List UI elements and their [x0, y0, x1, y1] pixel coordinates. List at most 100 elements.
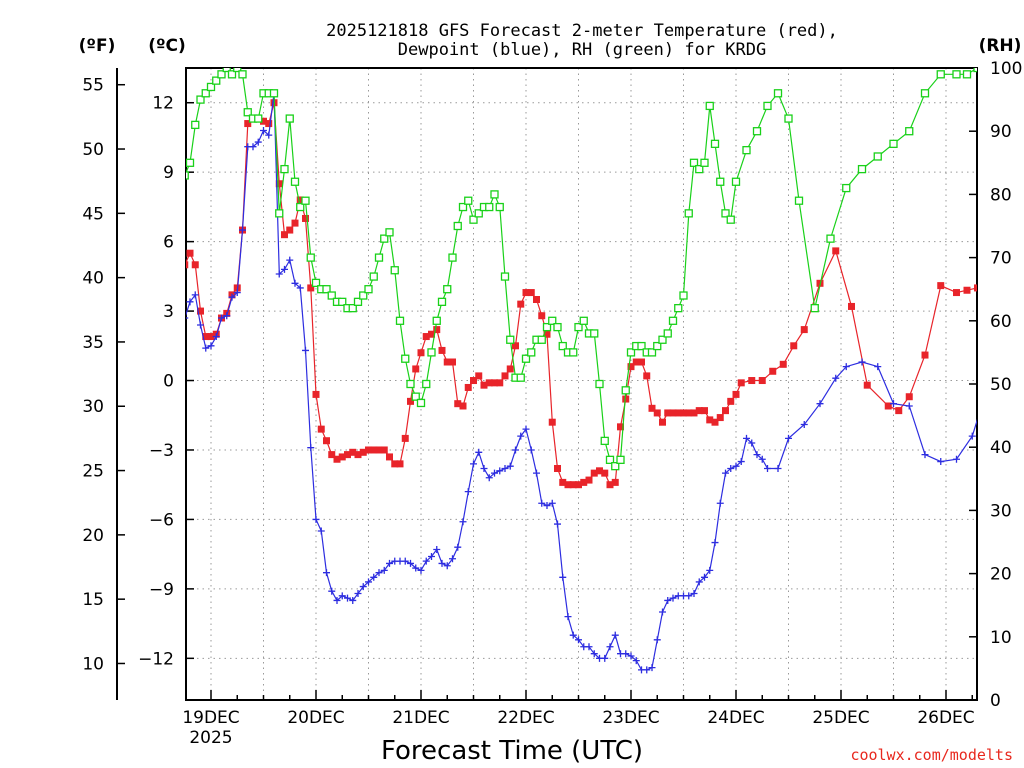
temperature-point	[517, 300, 525, 308]
celsius-unit-label: (ºC)	[148, 36, 186, 56]
dewpoint-point	[743, 434, 750, 442]
rh-point	[411, 392, 420, 401]
temperature-point	[286, 226, 294, 234]
dewpoint-point	[953, 455, 960, 463]
temperature-point	[506, 365, 514, 373]
rh-point	[186, 158, 195, 167]
rh-point	[406, 379, 415, 389]
x-tick-sublabel: 2025	[189, 728, 232, 748]
rh-point	[742, 146, 751, 155]
rh-point	[275, 209, 284, 218]
rh-tick-label: 0	[990, 691, 1001, 711]
fahrenheit-tick-label: 35	[82, 333, 104, 353]
dewpoint-point	[890, 400, 897, 408]
dewpoint-point	[191, 291, 199, 299]
dewpoint-point	[785, 434, 792, 442]
dewpoint-point	[816, 400, 824, 408]
rh-point	[469, 215, 478, 224]
temperature-line	[186, 102, 977, 486]
temperature-point	[695, 407, 703, 415]
rh-point	[427, 348, 436, 357]
fahrenheit-tick-label: 50	[82, 140, 104, 160]
dewpoint-point	[606, 643, 614, 651]
credit-link[interactable]: coolwx.com/modelts	[850, 746, 1013, 764]
rh-point	[595, 379, 604, 389]
x-tick-label: 24DEC	[707, 708, 764, 728]
rh-point	[537, 335, 546, 344]
temperature-point	[464, 383, 472, 391]
dewpoint-point	[858, 358, 866, 366]
dewpoint-point	[401, 557, 409, 565]
dewpoint-point	[338, 592, 346, 600]
rh-point	[810, 304, 819, 313]
rh-point	[889, 139, 898, 148]
rh-point	[443, 285, 452, 294]
dewpoint-point	[281, 265, 288, 273]
temperature-point	[564, 481, 572, 489]
temperature-point	[296, 196, 304, 204]
dewpoint-point	[223, 312, 231, 320]
dewpoint-point	[380, 566, 388, 574]
dewpoint-point	[307, 444, 315, 452]
temperature-point	[680, 409, 687, 417]
temperature-point	[365, 446, 372, 454]
temperature-point	[596, 467, 603, 475]
x-tick-label: 25DEC	[812, 708, 869, 728]
temperature-point	[690, 409, 698, 417]
series-rh	[186, 68, 977, 471]
temperature-point	[354, 451, 362, 459]
dewpoint-point	[800, 421, 808, 429]
temperature-point	[496, 379, 504, 387]
rh-point	[311, 278, 321, 288]
fahrenheit-tick-label: 45	[82, 204, 104, 224]
dewpoint-point	[485, 474, 493, 482]
rh-point	[359, 291, 368, 300]
dewpoint-point	[207, 342, 215, 350]
rh-point	[322, 285, 331, 294]
dewpoint-point	[753, 451, 761, 459]
fahrenheit-tick-label: 15	[82, 590, 104, 610]
temperature-point	[622, 395, 630, 403]
dewpoint-point	[454, 543, 462, 551]
temperature-point	[643, 372, 651, 380]
dewpoint-point	[449, 555, 456, 563]
temperature-point	[548, 418, 556, 426]
rh-point	[238, 70, 247, 79]
dewpoint-point	[365, 578, 372, 586]
rh-point	[695, 164, 704, 174]
rh-point	[290, 177, 300, 186]
temperature-point	[412, 365, 420, 373]
rh-point	[243, 108, 252, 117]
dewpoint-point	[312, 515, 320, 523]
rh-point	[579, 316, 588, 325]
temperature-point	[575, 481, 582, 489]
dewpoint-point	[375, 569, 383, 577]
rh-point	[212, 76, 221, 85]
series-lines	[186, 68, 1007, 674]
dewpoint-point	[1000, 291, 1007, 298]
dewpoint-point	[506, 462, 514, 470]
chart-title-line2: Dewpoint (blue), RH (green) for KRDG	[398, 40, 766, 60]
rh-point	[254, 114, 263, 123]
temperature-point	[417, 349, 425, 357]
temperature-point	[197, 307, 204, 315]
rh-tick-label: 40	[990, 438, 1012, 458]
temperature-point	[601, 469, 609, 477]
dewpoint-point	[317, 527, 325, 535]
temperature-point	[485, 379, 493, 387]
dewpoint-point	[265, 131, 273, 139]
dewpoint-point	[695, 578, 703, 586]
axes	[116, 67, 978, 701]
dewpoint-point	[475, 448, 483, 456]
rh-point	[327, 291, 336, 300]
rh-point	[437, 297, 447, 306]
rh-point	[280, 164, 289, 174]
dewpoint-point	[554, 520, 561, 528]
rh-tick-label: 60	[990, 312, 1012, 332]
temperature-point	[638, 358, 645, 366]
temperature-point	[386, 453, 393, 461]
temperature-point	[953, 289, 960, 297]
rh-point	[380, 234, 389, 243]
rh-point	[269, 89, 279, 98]
rh-point	[490, 190, 499, 199]
